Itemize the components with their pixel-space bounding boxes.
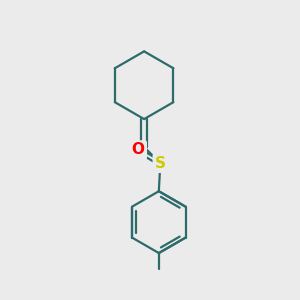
Text: O: O xyxy=(132,142,145,158)
Text: S: S xyxy=(155,156,166,171)
